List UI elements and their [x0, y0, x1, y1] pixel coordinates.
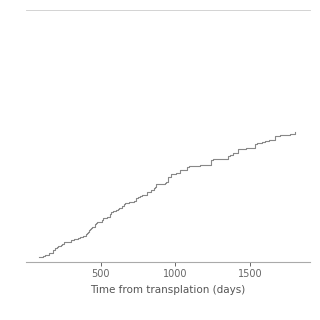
X-axis label: Time from transplation (days): Time from transplation (days) [90, 285, 246, 295]
